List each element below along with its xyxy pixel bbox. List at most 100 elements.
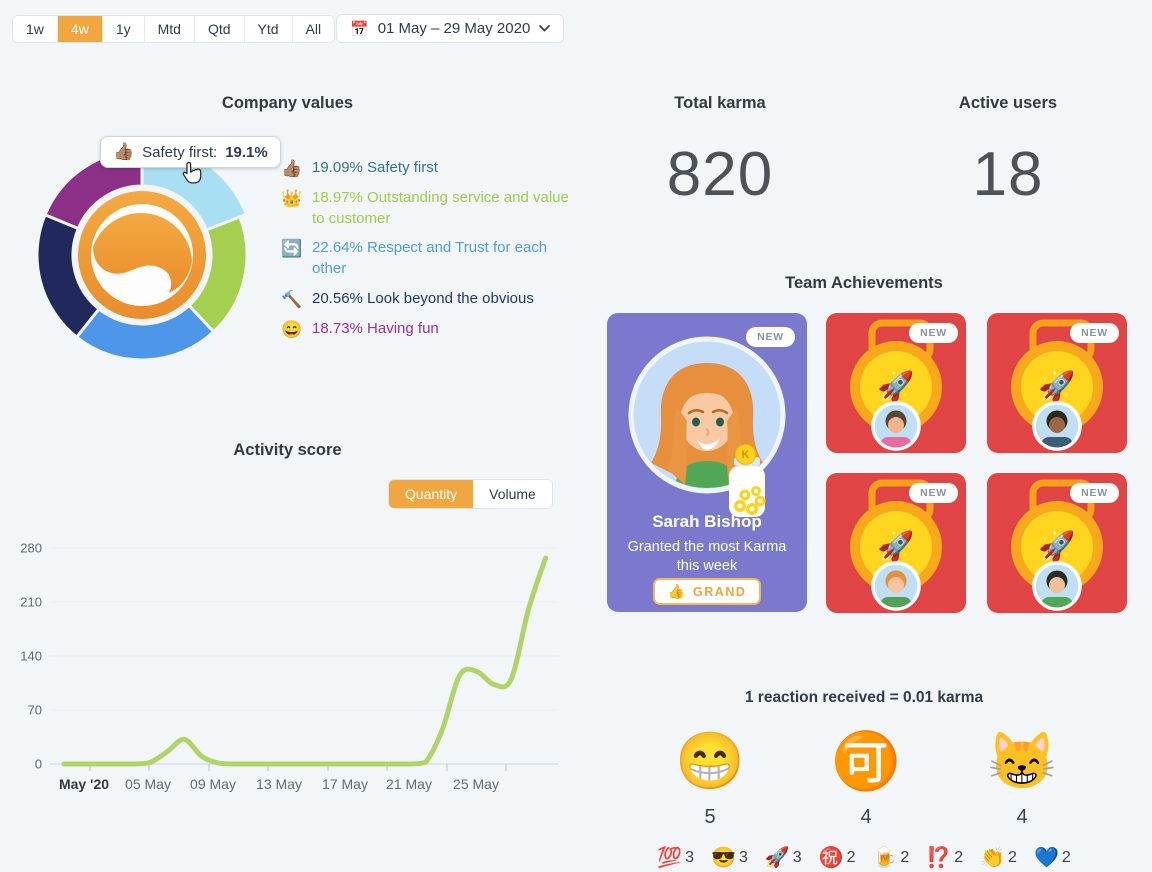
thumbs-up-icon: 👍🏽 <box>113 142 135 161</box>
toggle-quantity[interactable]: Quantity <box>389 480 474 508</box>
legend-item-having-fun: 😄 18.73% Having fun <box>281 319 573 340</box>
legend-label: 18.73% Having fun <box>312 319 439 337</box>
new-badge: NEW <box>1070 483 1119 503</box>
reaction-item: 🚀 3 <box>764 847 802 869</box>
range-button-1w[interactable]: 1w <box>13 16 58 42</box>
company-values-donut-chart[interactable] <box>22 135 262 375</box>
company-values-legend: 👍🏽 19.09% Safety first 👑 18.97% Outstand… <box>281 158 573 349</box>
congratulations-icon: ㊗️ <box>818 847 844 869</box>
blue-heart-icon: 💙 <box>1033 847 1059 869</box>
legend-label: 18.97% Outstanding service and value to … <box>312 189 569 227</box>
grand-button-label: GRAND <box>693 584 747 599</box>
x-axis-tick-label: 17 May <box>322 776 368 792</box>
accept-button-icon: 🉑 <box>831 729 901 792</box>
clapping-hands-icon: 👏 <box>980 847 1006 869</box>
achievement-medal-card: 🚀 NEW <box>987 473 1127 613</box>
winner-name: Sarah Bishop <box>652 512 762 531</box>
reaction-item: 💙 2 <box>1033 847 1071 869</box>
tooltip-label: Safety first: <box>142 143 218 161</box>
activity-score-line-chart[interactable]: 0 70 140 210 280 May '20 05 May 09 May 13 May 17 … <box>0 535 575 805</box>
range-button-ytd[interactable]: Ytd <box>244 16 293 42</box>
sunglasses-face-icon: 😎 <box>711 847 736 869</box>
range-button-1y[interactable]: 1y <box>102 16 145 42</box>
chevron-down-icon <box>539 25 551 32</box>
x-axis-tick-label: 09 May <box>190 776 236 792</box>
y-axis-tick-label: 70 <box>28 703 42 718</box>
x-axis-tick-label: 25 May <box>453 776 499 792</box>
grand-karma-button[interactable]: 👍 GRAND <box>653 578 761 605</box>
reaction-item: 😎 3 <box>711 847 748 869</box>
legend-item-outstanding-service: 👑 18.97% Outstanding service and value t… <box>281 188 573 229</box>
new-badge: NEW <box>909 323 958 343</box>
top-reaction: 😸 4 <box>962 728 1082 829</box>
company-values-title: Company values <box>221 94 354 112</box>
y-axis-tick-label: 210 <box>20 595 42 610</box>
range-button-mtd[interactable]: Mtd <box>144 16 195 42</box>
range-button-qtd[interactable]: Qtd <box>194 16 245 42</box>
x-axis-tick-label: May '20 <box>59 776 109 792</box>
exclamation-question-icon: ⁉️ <box>926 847 952 869</box>
crown-icon: 👑 <box>281 189 303 208</box>
hammer-icon: 🔨 <box>281 289 303 309</box>
top-reaction: 🉑 4 <box>806 728 926 829</box>
karma-coin-icon: K <box>735 444 756 465</box>
smiley-icon: 😄 <box>281 319 303 339</box>
y-axis-tick-label: 280 <box>20 541 42 556</box>
legend-item-respect-trust: 🔄 22.64% Respect and Trust for each othe… <box>281 238 573 279</box>
team-achievements-title: Team Achievements <box>785 274 943 292</box>
pointer-cursor-icon <box>182 161 202 184</box>
range-button-4w[interactable]: 4w <box>57 16 103 42</box>
toggle-volume[interactable]: Volume <box>473 480 552 508</box>
calendar-icon: 📅 <box>350 20 369 38</box>
total-karma-label: Total karma <box>674 94 766 112</box>
legend-label: 20.56% Look beyond the obvious <box>312 289 534 307</box>
achievement-medal-card: 🚀 NEW <box>826 313 966 453</box>
medal-illustration: 🚀 <box>826 473 966 613</box>
medal-illustration: 🚀 <box>987 473 1127 613</box>
active-users-stat: Active users 18 <box>864 94 1152 210</box>
thumbs-up-icon: 👍 <box>667 583 686 599</box>
new-badge: NEW <box>1070 323 1119 343</box>
y-axis-tick-label: 0 <box>35 757 42 772</box>
activity-line-series <box>61 555 549 767</box>
reaction-count: 4 <box>860 806 872 828</box>
total-karma-value: 820 <box>666 140 774 209</box>
top-reaction: 😁 5 <box>650 728 770 829</box>
featured-achievement-card: NEW <box>607 313 807 612</box>
other-reactions-row: 💯 3 😎 3 🚀 3 ㊗️ 2 🍺 2 ⁉️ 2 👏 2 💙 2 <box>576 845 1152 870</box>
new-badge: NEW <box>746 327 795 347</box>
reaction-rate-title: 1 reaction received = 0.01 karma <box>744 689 984 706</box>
legend-item-look-beyond: 🔨 20.56% Look beyond the obvious <box>281 289 573 310</box>
reaction-item: 👏 2 <box>980 847 1017 869</box>
grinning-cat-icon: 😸 <box>987 729 1057 792</box>
tooltip-value: 19.1% <box>225 143 268 161</box>
time-range-selector: 1w 4w 1y Mtd Qtd Ytd All <box>12 15 336 43</box>
rocket-icon: 🚀 <box>877 369 914 404</box>
achievement-medal-card: 🚀 NEW <box>826 473 966 613</box>
thumbs-up-icon: 👍🏽 <box>281 159 303 178</box>
reaction-item: 🍺 2 <box>872 847 910 869</box>
activity-mode-toggle: Quantity Volume <box>388 479 553 509</box>
medal-illustration: 🚀 <box>987 313 1127 453</box>
grinning-face-icon: 😁 <box>675 729 745 792</box>
legend-item-safety-first: 👍🏽 19.09% Safety first <box>281 158 573 179</box>
reaction-item: 💯 3 <box>657 847 695 869</box>
x-axis-tick-label: 21 May <box>386 776 432 792</box>
achievement-medal-card: 🚀 NEW <box>987 313 1127 453</box>
range-button-all[interactable]: All <box>292 16 335 42</box>
rocket-icon: 🚀 <box>1038 369 1075 404</box>
y-axis-tick-label: 140 <box>20 649 42 664</box>
x-axis-tick-label: 13 May <box>256 776 302 792</box>
reaction-count: 4 <box>1016 806 1028 828</box>
x-axis-tick-label: 05 May <box>125 776 171 792</box>
reaction-item: ⁉️ 2 <box>926 847 964 869</box>
arrows-cycle-icon: 🔄 <box>281 239 303 259</box>
beer-icon: 🍺 <box>872 847 898 869</box>
date-range-picker[interactable]: 📅 01 May – 29 May 2020 <box>336 14 565 43</box>
rocket-icon: 🚀 <box>1038 529 1075 564</box>
reaction-count: 5 <box>704 806 716 828</box>
rocket-icon: 🚀 <box>877 529 914 564</box>
rocket-icon: 🚀 <box>764 847 790 869</box>
hundred-points-icon: 💯 <box>657 847 683 869</box>
